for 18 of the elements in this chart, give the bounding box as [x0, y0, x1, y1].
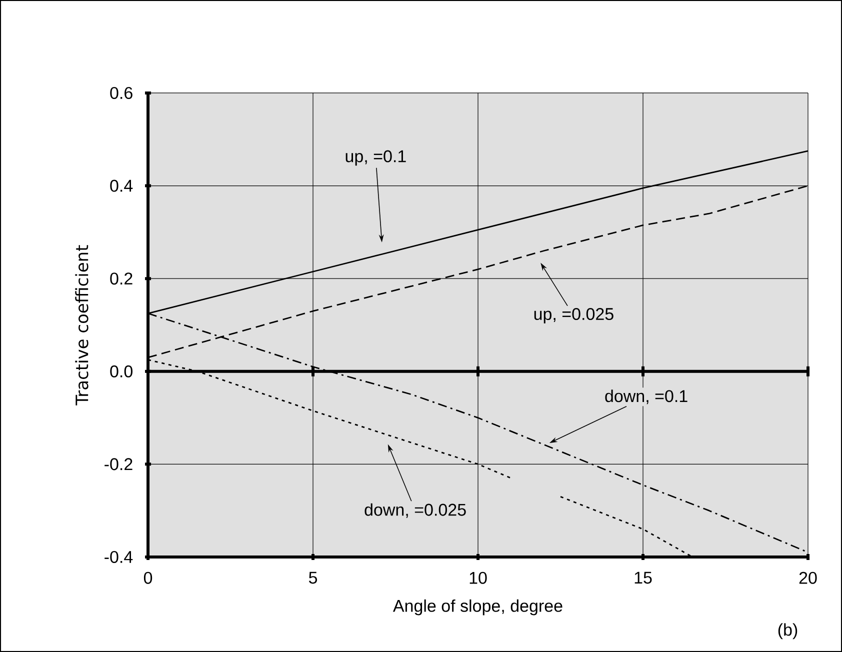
text: (b) — [778, 623, 798, 640]
x-axis-title: Angle of slope, degree — [392, 599, 562, 616]
y-tick-label: 0.0 — [110, 365, 132, 378]
x-tick-label: 15 — [634, 572, 652, 584]
annotation: up, =0.1 — [346, 150, 406, 166]
x-tick-label: 5 — [308, 572, 318, 584]
y-tick-label: 0.4 — [110, 180, 133, 192]
y-tick-label: -0.2 — [104, 458, 132, 470]
x-tick-label: 20 — [799, 572, 817, 584]
y-tick-label: 0.2 — [110, 272, 132, 285]
annotation: down, =0.025 — [364, 503, 466, 518]
y-axis-title: Tractive coefficient — [75, 245, 88, 406]
x-tick-label: 10 — [470, 572, 487, 584]
y-tick-label: -0.4 — [104, 550, 133, 564]
x-tick-label: 0 — [144, 572, 152, 584]
y-tick-label: 0.6 — [110, 86, 132, 100]
annotation: down, =0.1 — [605, 390, 688, 404]
annotation: up, =0.025 — [534, 308, 614, 324]
